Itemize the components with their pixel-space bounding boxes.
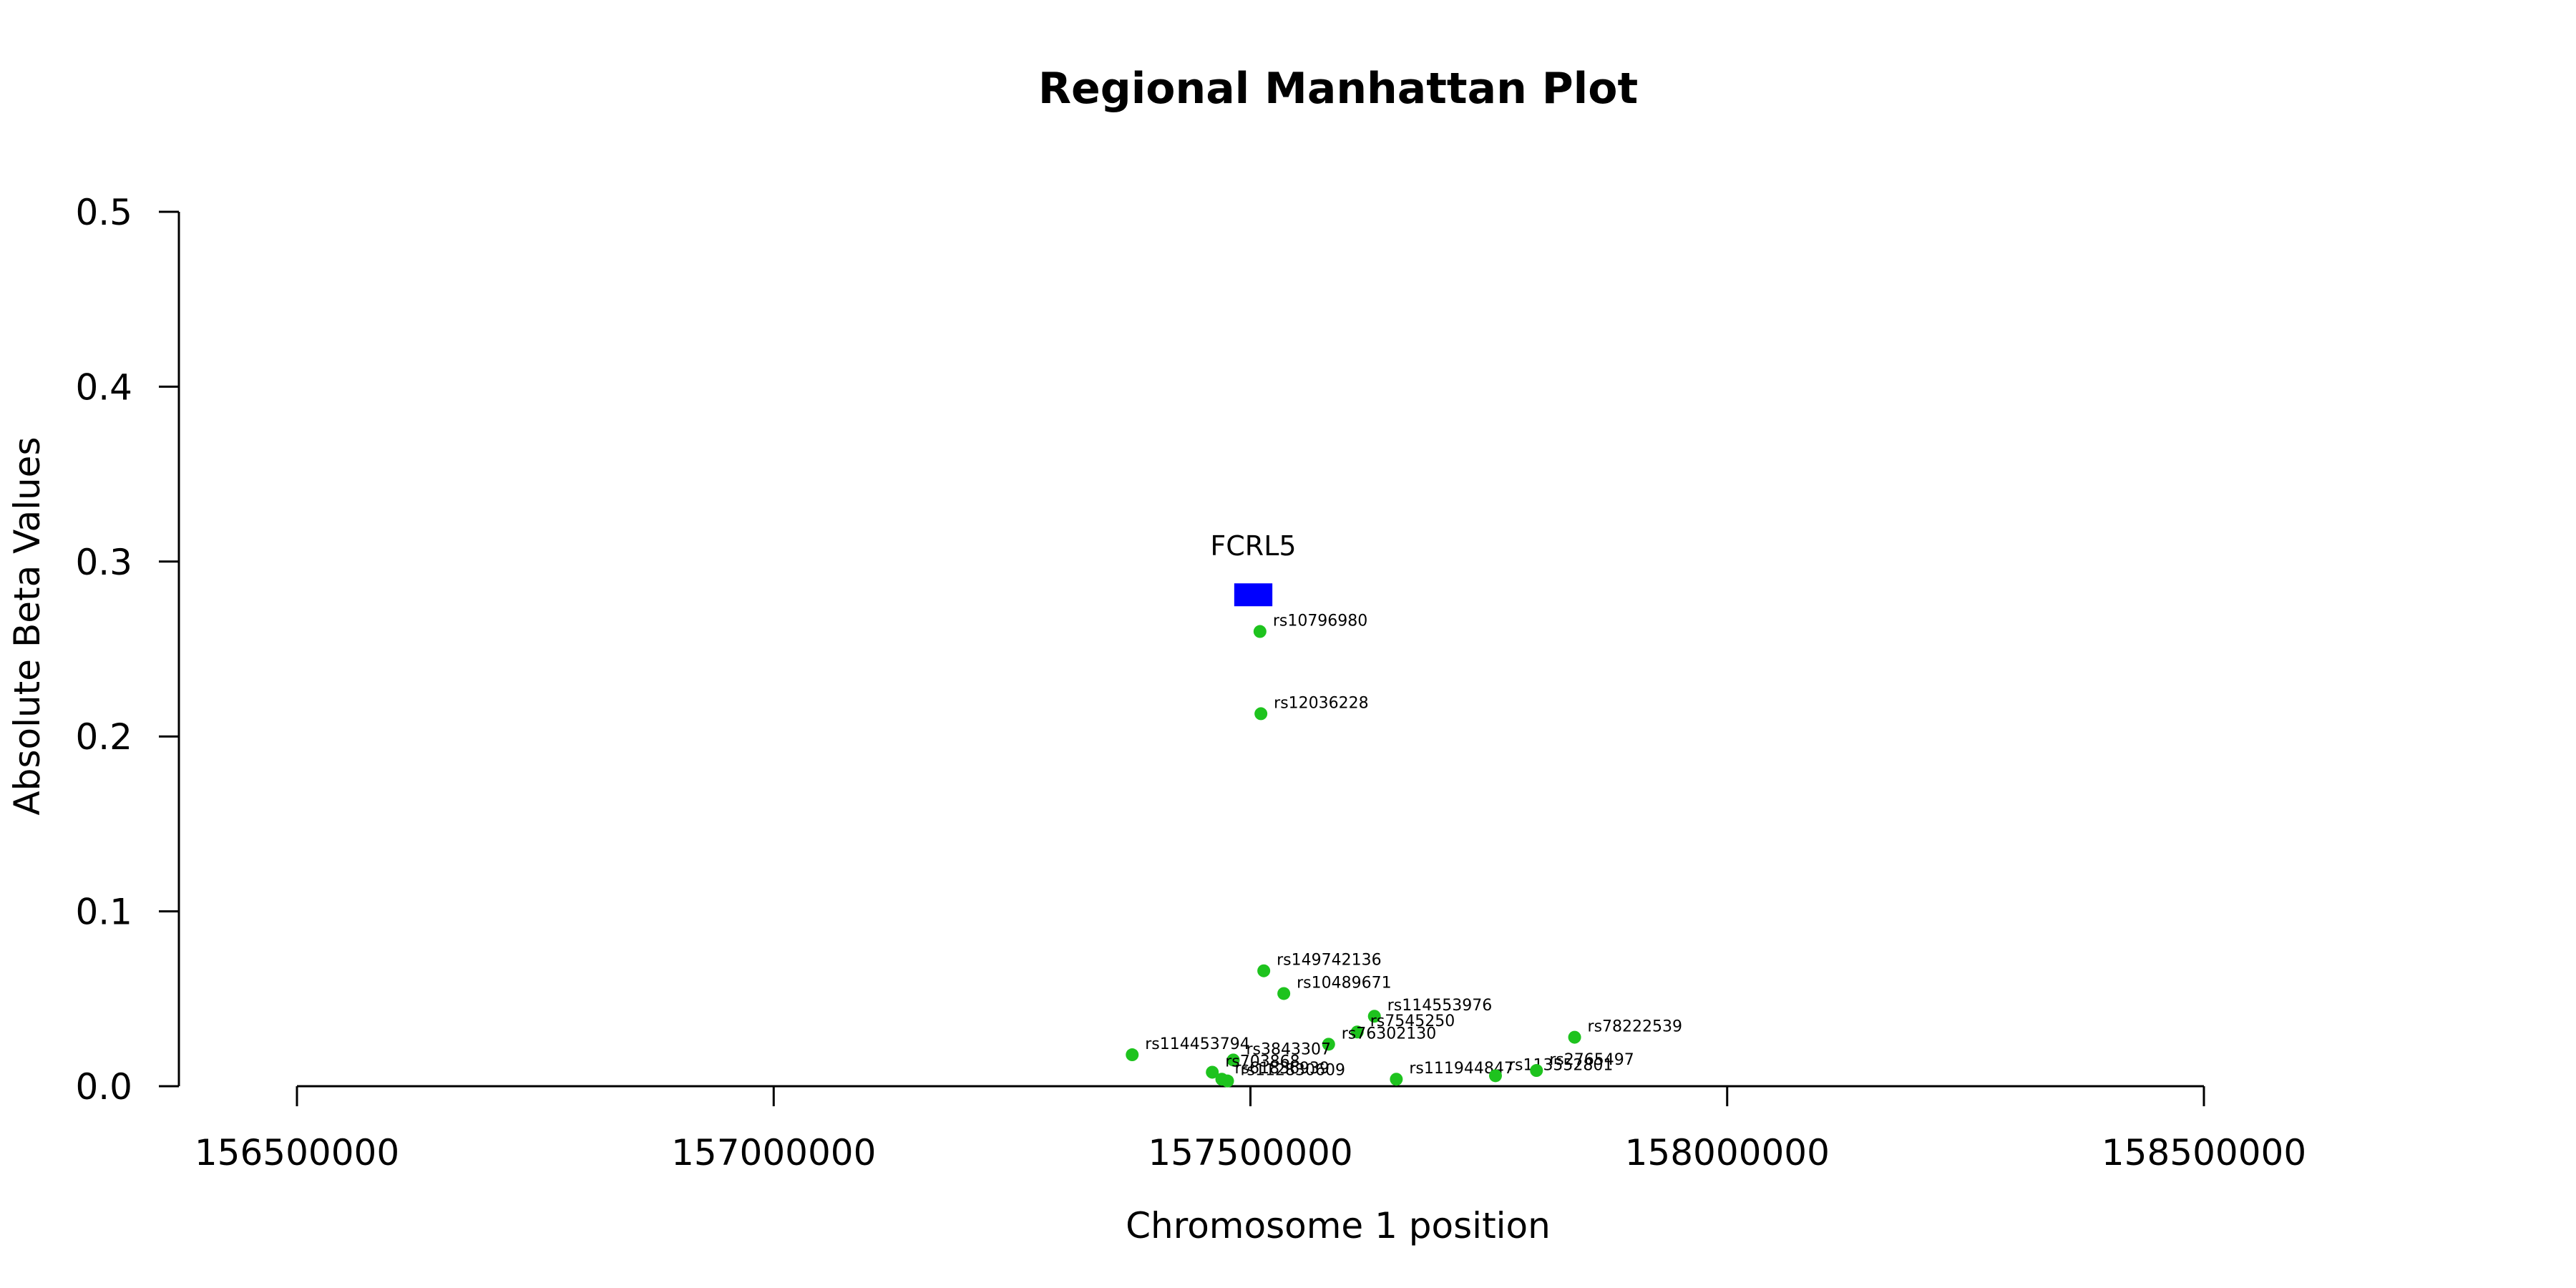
snp-point-rs149742136	[1257, 964, 1271, 977]
snp-point-rs76302130	[1322, 1038, 1335, 1051]
points-layer: rs10796980 rs12036228 rs149742136 rs1048967…	[1126, 613, 1682, 1088]
x-tick-label: 158500000	[2102, 1132, 2306, 1174]
snp-label-rs2765497: rs2765497	[1549, 1051, 1634, 1069]
y-tick-label: 0.0	[75, 1066, 132, 1108]
y-tick-label: 0.5	[75, 192, 132, 233]
snp-label-rs112830609: rs112830609	[1241, 1062, 1345, 1080]
snp-label-rs78222539: rs78222539	[1588, 1018, 1682, 1036]
snp-label-rs10489671: rs10489671	[1297, 974, 1391, 992]
y-tick-label: 0.4	[75, 366, 132, 408]
snp-point-rs2765497	[1530, 1064, 1543, 1078]
snp-point-rs78222539	[1568, 1030, 1581, 1044]
snp-label-rs61836939: rs61836939	[1235, 1060, 1330, 1078]
snp-label-rs114553976: rs114553976	[1387, 997, 1492, 1015]
x-tick-label: 157000000	[671, 1132, 876, 1174]
snp-point-rs114553976	[1367, 1010, 1381, 1023]
snp-point-rs114453794	[1126, 1048, 1139, 1062]
snp-point-rs12036228	[1254, 707, 1268, 721]
gene-layer: FCRL5	[1210, 530, 1297, 607]
snp-label-rs703868: rs703868	[1225, 1053, 1300, 1070]
snp-point-rs10489671	[1277, 987, 1291, 1000]
snp-label-rs7545250: rs7545250	[1370, 1013, 1455, 1030]
snp-label-rs12036228: rs12036228	[1274, 694, 1368, 712]
snp-point-rs3843307	[1226, 1053, 1240, 1067]
gene-label: FCRL5	[1210, 530, 1296, 562]
snp-label-rs10796980: rs10796980	[1273, 613, 1367, 630]
snp-point-rs111944847	[1390, 1073, 1403, 1086]
snp-label-rs114453794: rs114453794	[1145, 1035, 1249, 1053]
snp-point-rs703868	[1206, 1065, 1219, 1079]
y-tick-label: 0.1	[75, 892, 132, 933]
snp-point-rs113552801	[1488, 1069, 1502, 1083]
x-axis-label: Chromosome 1 position	[1126, 1205, 1551, 1246]
axes-group: 156500000 157000000 157500000 158000000 1585…	[75, 192, 2306, 1174]
gene-block-fcrl5	[1234, 583, 1273, 607]
x-tick-label: 156500000	[195, 1132, 399, 1174]
snp-label-rs3843307: rs3843307	[1246, 1040, 1332, 1058]
x-tick-label: 158000000	[1625, 1132, 1830, 1174]
x-tick-label: 157500000	[1148, 1132, 1352, 1174]
y-tick-label: 0.3	[75, 542, 132, 583]
snp-label-rs113552801: rs113552801	[1508, 1056, 1613, 1074]
y-axis-label: Absolute Beta Values	[6, 437, 48, 816]
snp-point-rs10796980	[1253, 625, 1267, 638]
snp-point-rs7545250	[1350, 1025, 1364, 1039]
snp-label-rs149742136: rs149742136	[1277, 952, 1381, 970]
chart-title: Regional Manhattan Plot	[1038, 64, 1638, 114]
snp-point-rs112830609	[1221, 1074, 1234, 1088]
snp-label-rs76302130: rs76302130	[1342, 1025, 1436, 1043]
y-tick-label: 0.2	[75, 716, 132, 758]
